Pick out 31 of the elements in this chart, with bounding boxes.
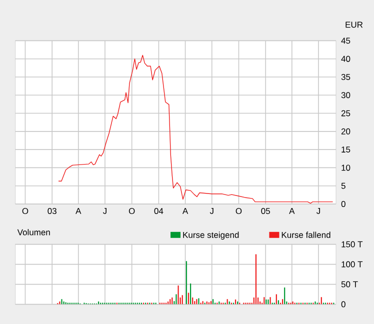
legend-label: Kurse steigend <box>183 232 239 240</box>
x-tick-label: A <box>182 208 188 214</box>
line-series <box>58 54 334 204</box>
x-tick-label: O <box>236 208 242 214</box>
y-tick-label: 35 <box>341 74 350 80</box>
x-tick-label: A <box>76 208 82 214</box>
x-tick-label: 04 <box>154 208 164 214</box>
y-tick-label: 25 <box>341 110 350 116</box>
x-tick-label: 05 <box>261 208 270 214</box>
y-tick-label: 5 <box>341 182 346 189</box>
x-tick-label: J <box>316 208 320 214</box>
y-tick-label: 10 <box>342 164 350 171</box>
y-tick-label: 40 <box>341 56 350 62</box>
y-tick-label: 30 <box>341 92 350 98</box>
x-tick-label: O <box>22 208 28 214</box>
y-tick-label: 20 <box>341 128 350 134</box>
y-tick-label: 15 <box>342 146 350 153</box>
x-tick-label: O <box>128 208 135 214</box>
y-tick-label: 45 <box>341 38 350 44</box>
legend-label: Kurse fallend <box>282 232 330 238</box>
y-tick-label: 0 <box>341 200 346 208</box>
y-tick-label: 100 T <box>342 261 363 268</box>
x-tick-label: 03 <box>48 208 56 214</box>
y-tick-label: 50 T <box>341 281 358 288</box>
y-axis-title: EUR <box>346 22 363 28</box>
y-tick-label: 150 T <box>342 241 363 248</box>
x-tick-label: J <box>210 208 214 214</box>
y-tick-label: 0 <box>341 301 346 308</box>
chart-title: Volumen <box>17 229 50 236</box>
x-tick-label: A <box>289 208 295 214</box>
x-tick-label: J <box>102 208 106 214</box>
